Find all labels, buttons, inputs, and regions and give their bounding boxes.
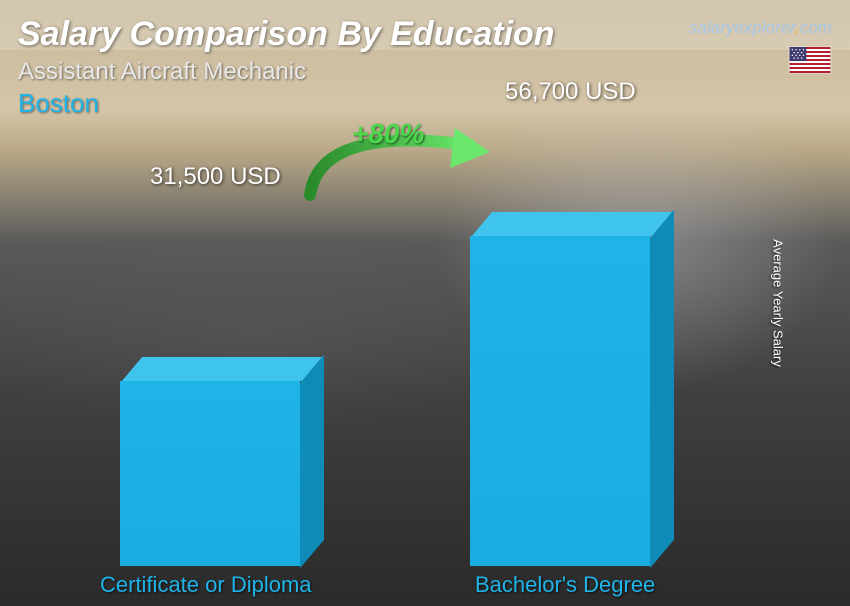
category-1-label: Certificate or Diploma	[100, 572, 312, 598]
bar-1-top	[122, 357, 322, 381]
bar-1-side	[300, 355, 324, 569]
chart-subtitle: Assistant Aircraft Mechanic	[18, 58, 832, 86]
bar-1-front	[120, 381, 300, 566]
bar-1-value: 31,500 USD	[150, 163, 281, 191]
brand-name: salaryexplorer	[689, 18, 795, 37]
chart-area: 31,500 USD 56,700 USD Certificate or Dip…	[0, 106, 850, 606]
bar-2-value: 56,700 USD	[505, 78, 636, 106]
bar-2-side	[650, 210, 674, 569]
bar-2-top	[472, 212, 672, 236]
country-flag-icon	[788, 46, 832, 74]
brand-suffix: com	[800, 18, 832, 37]
category-2-label: Bachelor's Degree	[475, 572, 655, 598]
brand-logo: salaryexplorer.com	[689, 18, 832, 38]
bar-2-front	[470, 236, 650, 566]
